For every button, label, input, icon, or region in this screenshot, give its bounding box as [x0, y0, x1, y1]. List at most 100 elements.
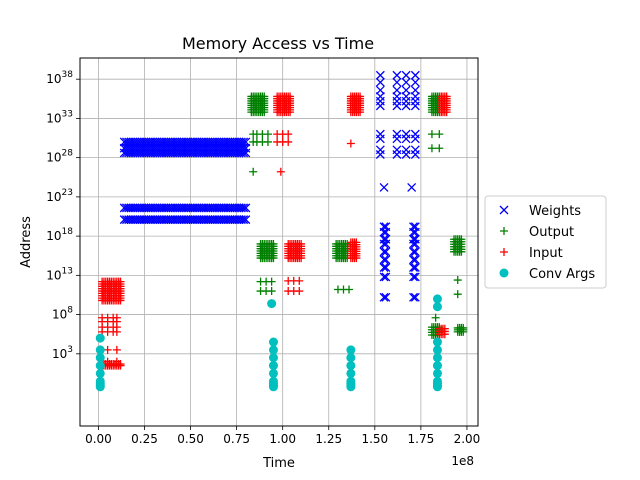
x-tick-label: 2.00	[454, 432, 481, 446]
data-point	[268, 382, 278, 392]
data-point	[401, 101, 411, 111]
data-point	[103, 345, 112, 354]
data-point	[459, 323, 468, 332]
data-point	[410, 85, 420, 95]
series-conv-args	[95, 294, 442, 392]
data-point	[95, 382, 105, 392]
data-point	[401, 77, 411, 87]
data-point	[375, 77, 385, 87]
data-point	[410, 272, 420, 282]
data-point	[267, 277, 276, 286]
data-point	[239, 148, 249, 158]
data-point	[435, 130, 444, 139]
data-point	[379, 272, 389, 282]
data-point	[379, 239, 389, 249]
data-point	[453, 290, 462, 299]
data-point	[407, 183, 417, 192]
x-axis-offset-label: 1e8	[451, 454, 474, 468]
data-point	[95, 368, 105, 378]
data-point	[432, 353, 442, 363]
data-point	[346, 382, 356, 392]
x-axis-label: Time	[262, 456, 295, 471]
y-tick-label: 1023	[46, 188, 73, 204]
data-point	[392, 85, 402, 95]
data-point	[268, 361, 278, 371]
x-tick-label: 0.50	[177, 432, 204, 446]
data-point	[427, 130, 436, 139]
data-point	[381, 272, 391, 282]
data-point	[241, 215, 251, 225]
data-point	[112, 357, 121, 366]
data-point	[95, 361, 105, 371]
x-tick-label: 0.00	[85, 432, 112, 446]
data-point	[379, 247, 389, 257]
legend-label: Conv Args	[529, 267, 595, 282]
data-point	[392, 77, 402, 87]
data-point	[442, 92, 451, 101]
data-point	[346, 361, 356, 371]
data-point	[267, 287, 276, 296]
data-point	[345, 285, 354, 294]
data-point	[410, 292, 420, 302]
data-point	[410, 70, 420, 80]
data-point	[263, 130, 272, 139]
data-point	[112, 345, 121, 354]
data-point	[392, 70, 402, 80]
data-point	[410, 150, 420, 159]
series-input	[98, 92, 451, 370]
data-point	[381, 247, 391, 257]
data-point	[392, 150, 402, 159]
data-point	[379, 263, 389, 272]
data-point	[381, 255, 391, 265]
y-tick-label: 1028	[46, 149, 73, 165]
data-point	[249, 167, 258, 176]
data-point	[352, 238, 361, 247]
legend-label: Output	[529, 225, 574, 240]
legend: Weights Output Input Conv Args	[484, 195, 607, 289]
legend-box	[484, 195, 607, 289]
x-tick-label: 1.25	[315, 432, 342, 446]
series-weights	[119, 70, 420, 302]
data-point	[500, 227, 508, 235]
data-point	[379, 255, 389, 265]
data-point	[95, 333, 105, 343]
data-point	[401, 85, 411, 95]
y-tick-label: 1018	[46, 227, 73, 243]
data-point	[375, 134, 385, 144]
data-point	[381, 227, 391, 237]
data-point	[432, 337, 442, 347]
data-point	[381, 292, 391, 302]
data-point	[499, 205, 509, 215]
y-tick-label: 108	[52, 306, 73, 322]
data-point	[112, 327, 121, 336]
data-point	[410, 227, 420, 237]
data-point	[409, 272, 418, 282]
data-point	[379, 227, 389, 237]
plot-data	[95, 70, 468, 392]
data-point	[381, 263, 391, 272]
data-point	[453, 276, 462, 285]
data-point	[269, 239, 278, 248]
data-point	[263, 137, 272, 146]
data-point	[268, 368, 278, 378]
data-point	[295, 287, 304, 296]
data-point	[276, 167, 285, 176]
data-point	[409, 255, 418, 265]
data-point	[356, 92, 365, 101]
data-point	[239, 203, 249, 213]
x-tick-label: 0.25	[131, 432, 158, 446]
y-tick-label: 1033	[46, 109, 73, 125]
data-point	[500, 248, 508, 256]
data-point	[103, 357, 112, 366]
data-point	[268, 337, 278, 347]
data-point	[284, 137, 293, 146]
y-tick-label: 1013	[46, 266, 73, 282]
data-point	[295, 276, 304, 285]
data-point	[409, 239, 418, 249]
data-point	[410, 247, 420, 257]
data-point	[401, 134, 411, 144]
data-point	[346, 368, 356, 378]
data-point	[409, 247, 418, 257]
data-point	[241, 203, 251, 213]
data-point	[410, 101, 420, 111]
